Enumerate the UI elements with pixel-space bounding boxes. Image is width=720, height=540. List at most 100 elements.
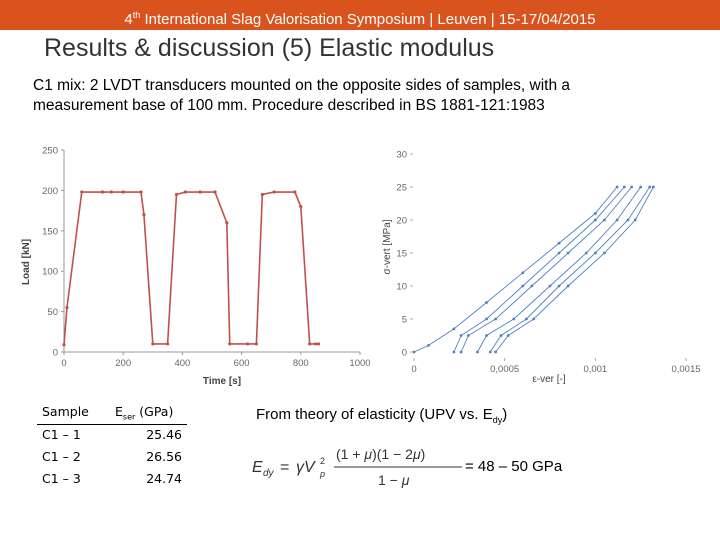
load-y-label: Load [kN]	[21, 239, 32, 285]
stress-data-point	[557, 251, 561, 255]
stress-x-tick-label: 0	[411, 364, 416, 375]
value-cell: 26.56	[146, 449, 182, 464]
stress-data-point	[633, 218, 637, 222]
stress-axes: 0 5 10 15 20 25 30 0 0,0005 0,001 0,0015	[396, 150, 700, 376]
stress-data-point	[530, 284, 534, 288]
stress-data-point	[485, 317, 488, 321]
col-modulus-main: E	[115, 404, 123, 419]
stress-series-line	[453, 186, 625, 353]
stress-data-point	[584, 251, 588, 255]
stress-data-point	[452, 350, 456, 354]
load-x-label: Time [s]	[203, 376, 241, 387]
stress-series-line	[477, 186, 642, 353]
table-row: C1 – 1 25.46	[37, 425, 187, 447]
stress-data-point	[499, 334, 503, 337]
svg-text:p: p	[319, 469, 325, 479]
stress-data-point	[459, 334, 463, 337]
load-axes: 0 50 100 150 200 250 0 200 400 600 800 1000	[42, 146, 370, 370]
load-y-tick-label: 250	[42, 146, 58, 157]
stress-y-tick-label: 15	[396, 249, 407, 260]
svg-text:E: E	[252, 459, 263, 476]
sample-cell: C1 – 1	[42, 427, 81, 442]
svg-text:=: =	[280, 459, 289, 476]
stress-data-point	[494, 317, 497, 321]
elastic-modulus-table: Sample Eser (GPa) C1 – 1 25.46 C1 – 2 26…	[37, 402, 187, 491]
table-header: Sample Eser (GPa)	[37, 402, 187, 425]
load-data-point	[316, 342, 321, 346]
stress-data-point	[639, 185, 643, 189]
stress-series-line	[413, 186, 618, 353]
dynamic-modulus-formula: E dy = γV 2 p (1 + μ)(1 − 2μ) 1 − μ	[252, 446, 462, 488]
stress-data-point	[532, 317, 536, 321]
banner-text: International Slag Valorisation Symposiu…	[140, 11, 596, 28]
theory-close: )	[502, 406, 508, 423]
load-data-point	[62, 343, 66, 347]
load-x-tick-label: 800	[293, 358, 309, 369]
stress-x-tick-label: 0,0005	[490, 364, 519, 375]
load-data-point	[213, 190, 217, 194]
stress-data-point	[452, 327, 456, 331]
svg-text:dy: dy	[263, 468, 275, 479]
stress-data-point	[615, 185, 619, 189]
stress-data-point	[494, 350, 497, 354]
stress-data-point	[593, 218, 597, 222]
load-x-tick-label: 200	[115, 358, 131, 369]
load-data-point	[198, 190, 202, 194]
stress-data-point	[521, 271, 525, 275]
load-data-point	[245, 342, 250, 346]
load-data-point	[260, 192, 264, 197]
svg-text:2: 2	[320, 456, 325, 466]
svg-text:(1 + μ)(1 − 2μ): (1 + μ)(1 − 2μ)	[336, 446, 425, 462]
intro-line-1: C1 mix: 2 LVDT transducers mounted on th…	[33, 77, 571, 94]
load-x-tick-label: 1000	[349, 358, 370, 369]
stress-data-point	[506, 334, 510, 337]
col-sample-header: Sample	[42, 404, 89, 419]
load-data-point	[142, 213, 146, 217]
theory-main: From theory of elasticity (UPV vs. E	[256, 406, 493, 423]
load-data-point	[225, 221, 229, 225]
stress-data-point	[521, 284, 525, 288]
stress-data-point	[593, 251, 597, 255]
load-data-point	[121, 190, 125, 194]
load-data-point	[174, 192, 179, 197]
load-data-point	[151, 342, 155, 346]
stress-x-tick-label: 0,001	[583, 364, 607, 375]
stress-data-point	[488, 350, 492, 354]
svg-text:1 − μ: 1 − μ	[378, 472, 410, 488]
stress-y-tick-label: 30	[396, 150, 407, 161]
sample-cell: C1 – 2	[42, 449, 81, 464]
intro-text: C1 mix: 2 LVDT transducers mounted on th…	[33, 76, 693, 116]
stress-data-point	[603, 251, 606, 255]
banner-sup: th	[132, 10, 141, 20]
theory-sub: dy	[492, 415, 503, 425]
stress-x-tick-label: 0,0015	[671, 364, 700, 375]
load-data-point	[293, 190, 297, 194]
stress-series-line	[460, 186, 632, 353]
stress-data-point	[485, 301, 488, 304]
header-banner: 4th International Slag Valorisation Symp…	[0, 0, 720, 30]
stress-y-tick-label: 0	[402, 348, 407, 359]
col-modulus-unit: (GPa)	[135, 404, 174, 419]
load-data-point	[308, 342, 312, 346]
slide-title: Results & discussion (5) Elastic modulus	[44, 34, 495, 62]
load-y-tick-label: 50	[47, 307, 58, 318]
load-data-point	[100, 190, 105, 194]
intro-line-2: measurement base of 100 mm. Procedure de…	[33, 97, 545, 114]
stress-data-point	[630, 185, 633, 189]
stress-data-point	[622, 185, 626, 189]
value-cell: 24.74	[146, 471, 182, 486]
stress-data-point	[412, 350, 416, 354]
stress-data-point	[557, 284, 561, 288]
col-modulus-sub: ser	[122, 412, 136, 422]
value-cell: 25.46	[146, 427, 182, 442]
stress-data-point	[476, 350, 479, 354]
load-data-point	[314, 342, 318, 346]
stress-data-point	[427, 344, 430, 347]
stress-data-point	[485, 334, 488, 337]
load-data-point	[272, 190, 276, 194]
stress-series-line	[489, 186, 651, 353]
stress-data-point	[525, 317, 528, 321]
load-data-point	[166, 342, 170, 346]
load-data-point	[299, 204, 303, 209]
stress-data-point	[566, 251, 570, 255]
